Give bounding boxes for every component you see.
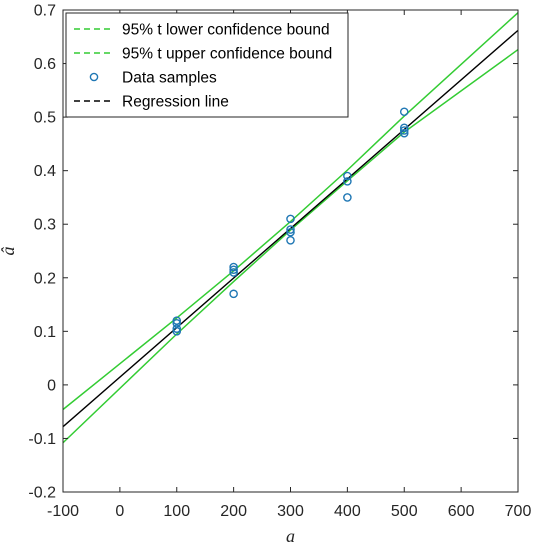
y-tick-label: 0.3 [34, 217, 56, 234]
data-point [343, 171, 352, 181]
data-point [229, 268, 238, 277]
data-point [399, 128, 409, 138]
x-axis-ticks: -100 0 100 200 300 400 500 600 700 [47, 10, 531, 520]
data-point [172, 324, 182, 333]
legend-label-data-samples: Data samples [122, 70, 217, 87]
x-tick-label: 200 [220, 503, 247, 520]
y-tick-label: -0.2 [28, 485, 56, 502]
data-point [172, 318, 182, 328]
y-axis-label: â [0, 247, 18, 256]
y-tick-label: 0.2 [34, 270, 56, 287]
data-point [229, 289, 238, 299]
legend-label-95-t-lower-confidence-bound: 95% t lower confidence bound [122, 22, 330, 39]
y-tick-label: 0.7 [34, 3, 56, 20]
y-tick-label: -0.1 [28, 431, 56, 448]
data-point [286, 235, 295, 245]
x-tick-label: -100 [47, 503, 79, 520]
y-tick-label: 0.1 [34, 324, 56, 341]
x-tick-label: 300 [277, 503, 304, 520]
data-point [399, 123, 409, 133]
x-tick-label: 400 [334, 503, 361, 520]
y-tick-label: 0.4 [34, 163, 56, 180]
data-point [343, 177, 352, 186]
x-tick-label: 0 [115, 503, 124, 520]
legend: 95% t lower confidence bound 95% t upper … [65, 12, 349, 118]
data-point [286, 227, 295, 237]
y-tick-label: 0 [47, 377, 56, 394]
x-tick-label: 700 [505, 503, 532, 520]
data-point [229, 265, 238, 275]
data-point [172, 327, 182, 336]
x-axis-label: a [286, 526, 295, 546]
data-point [399, 126, 409, 135]
data-point [172, 316, 182, 325]
data-point [286, 225, 295, 234]
y-tick-label: 0.6 [34, 56, 56, 73]
plot-markers [172, 107, 409, 336]
data-point [286, 214, 295, 224]
x-tick-label: 100 [163, 503, 190, 520]
data-point [343, 193, 352, 202]
data-point [399, 107, 409, 117]
y-axis-ticks: -0.2 -0.1 0 0.1 0.2 0.3 0.4 0.5 0.6 0.7 [28, 3, 518, 502]
legend-box [65, 12, 349, 118]
legend-marker-data-samples [89, 72, 99, 82]
legend-label-regression-line: Regression line [122, 94, 229, 111]
x-tick-label: 500 [391, 503, 418, 520]
x-tick-label: 600 [448, 503, 475, 520]
y-tick-label: 0.5 [34, 110, 56, 127]
legend-label-95-t-upper-confidence-bound: 95% t upper confidence bound [122, 46, 332, 63]
data-point [229, 262, 238, 272]
